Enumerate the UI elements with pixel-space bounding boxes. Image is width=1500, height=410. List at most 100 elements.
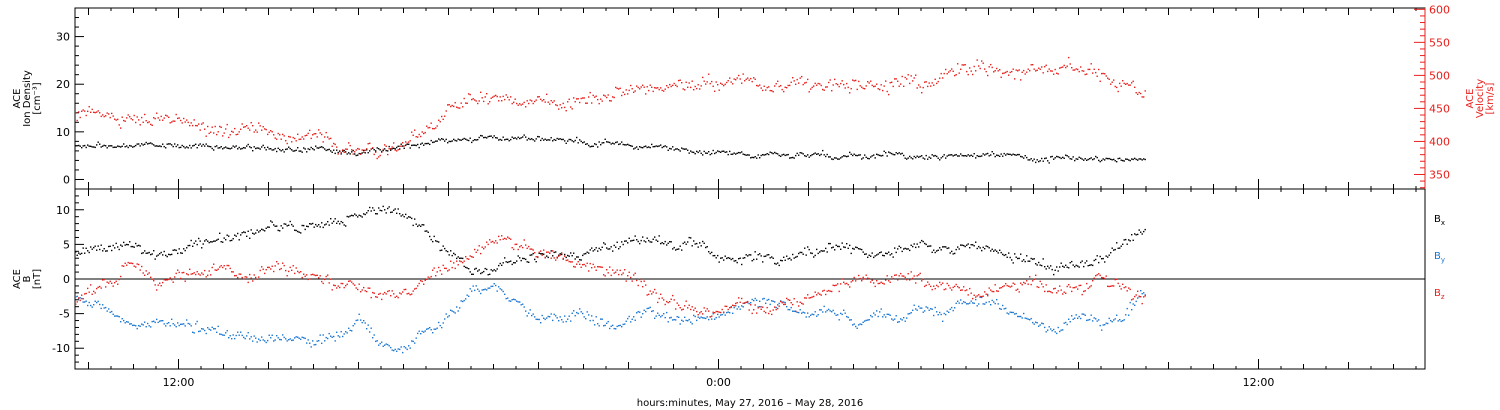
x-axis-label: hours:minutes, May 27, 2016 – May 28, 20… xyxy=(637,398,863,409)
data-point xyxy=(979,296,981,298)
data-point xyxy=(219,125,221,128)
data-point xyxy=(229,240,231,242)
data-point xyxy=(175,145,177,148)
data-point xyxy=(232,238,234,240)
data-point xyxy=(1057,270,1059,272)
data-point xyxy=(888,280,890,282)
data-point xyxy=(966,155,968,157)
data-point xyxy=(141,143,143,145)
data-point xyxy=(415,144,417,147)
data-point xyxy=(199,143,201,145)
data-point xyxy=(331,289,333,291)
data-point xyxy=(679,245,681,247)
data-point xyxy=(658,235,660,237)
data-point xyxy=(1030,283,1032,286)
data-point xyxy=(856,246,858,249)
data-point xyxy=(759,84,761,86)
data-point xyxy=(213,328,215,330)
data-point xyxy=(256,131,258,133)
data-point xyxy=(367,143,369,145)
data-point xyxy=(1042,160,1044,162)
data-point xyxy=(952,286,954,289)
data-point xyxy=(439,139,441,141)
data-point xyxy=(867,81,869,83)
data-point xyxy=(478,290,480,292)
data-point xyxy=(774,301,776,303)
data-point xyxy=(937,80,939,83)
data-point xyxy=(604,324,606,327)
data-point xyxy=(208,328,210,330)
data-point xyxy=(676,302,678,304)
data-point xyxy=(160,320,162,322)
data-point xyxy=(889,281,891,283)
data-point xyxy=(100,115,102,118)
data-point xyxy=(1101,159,1103,162)
data-point xyxy=(283,151,285,153)
data-point xyxy=(501,264,503,266)
data-point xyxy=(426,230,428,232)
data-point xyxy=(261,266,263,268)
data-point xyxy=(919,155,921,158)
data-point xyxy=(1102,257,1104,260)
data-point xyxy=(886,155,888,157)
data-point xyxy=(879,154,881,157)
data-point xyxy=(928,245,930,247)
data-point xyxy=(850,252,852,255)
data-point xyxy=(1015,289,1017,291)
data-point xyxy=(736,261,738,264)
data-point xyxy=(1060,66,1062,69)
data-point xyxy=(541,253,543,255)
data-point xyxy=(108,113,110,115)
data-point xyxy=(1002,72,1004,75)
data-point xyxy=(534,316,536,318)
data-point xyxy=(1143,96,1145,98)
data-point xyxy=(438,321,440,324)
data-point xyxy=(495,284,497,287)
data-point xyxy=(507,297,509,299)
data-point xyxy=(732,304,734,306)
data-point xyxy=(121,116,123,118)
data-point xyxy=(495,240,497,242)
data-point xyxy=(273,340,275,342)
data-point xyxy=(135,266,137,268)
data-point xyxy=(451,140,453,142)
data-point xyxy=(733,152,735,154)
data-point xyxy=(408,141,410,143)
data-point xyxy=(228,147,230,150)
data-point xyxy=(717,313,719,316)
data-point xyxy=(823,89,825,91)
data-point xyxy=(858,80,860,83)
data-point xyxy=(87,304,89,307)
data-point xyxy=(1122,320,1124,322)
data-point xyxy=(603,142,605,144)
data-point xyxy=(961,289,963,291)
data-point xyxy=(813,256,815,258)
data-point xyxy=(834,284,836,287)
data-point xyxy=(781,302,783,304)
data-point xyxy=(786,297,788,300)
data-point xyxy=(801,251,803,254)
data-point xyxy=(838,85,840,88)
data-point xyxy=(759,253,761,255)
data-point xyxy=(498,235,500,238)
y-tick-label: 350 xyxy=(1429,168,1450,181)
data-point xyxy=(510,96,512,98)
data-point xyxy=(681,309,683,311)
data-point xyxy=(430,329,432,331)
data-point xyxy=(777,153,779,155)
data-point xyxy=(712,255,714,257)
data-point xyxy=(457,264,459,266)
data-point xyxy=(936,250,938,252)
data-point xyxy=(1041,66,1043,68)
data-point xyxy=(811,313,813,315)
data-point xyxy=(618,248,620,250)
data-point xyxy=(1006,312,1008,314)
data-point xyxy=(1125,286,1127,288)
data-point xyxy=(1078,156,1080,158)
data-point xyxy=(504,98,506,101)
data-point xyxy=(900,153,902,155)
data-point xyxy=(151,253,153,255)
data-point xyxy=(838,158,840,160)
data-point xyxy=(159,253,161,255)
data-point xyxy=(834,78,836,81)
